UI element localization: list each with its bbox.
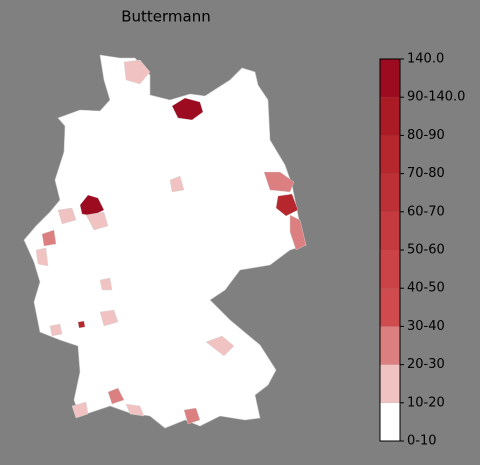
- region: [107, 387, 125, 405]
- colorbar-label: 70-80: [407, 166, 445, 181]
- colorbar-label: 40-50: [407, 281, 445, 296]
- region: [71, 401, 89, 419]
- colorbar-segment: [380, 97, 400, 136]
- colorbar-segment: [380, 288, 400, 327]
- region: [85, 211, 109, 231]
- region: [99, 277, 113, 291]
- colorbar-segment: [380, 59, 400, 98]
- region: [77, 320, 86, 329]
- colorbar-segment: [380, 250, 400, 289]
- country-outline: [23, 54, 307, 429]
- colorbar-label: 50-60: [407, 243, 445, 258]
- colorbar-label: 90-140.0: [407, 90, 465, 105]
- colorbar: 0-10 10-20 20-30 30-40 40-50 50-60 60-70 70-80 8…: [379, 52, 465, 449]
- colorbar-segment: [380, 135, 400, 174]
- region: [183, 407, 201, 425]
- colorbar-label: 30-40: [407, 319, 445, 334]
- region: [171, 97, 204, 121]
- region: [79, 194, 105, 217]
- map-title: Buttermann: [121, 8, 211, 26]
- colorbar-label: 20-30: [407, 357, 445, 372]
- colorbar-segment: [380, 364, 400, 403]
- region: [57, 207, 77, 225]
- region: [125, 403, 145, 417]
- colorbar-label: 10-20: [407, 395, 445, 410]
- region: [263, 171, 295, 193]
- colorbar-segment: [380, 211, 400, 250]
- colorbar-label: 60-70: [407, 204, 445, 219]
- region: [99, 309, 119, 327]
- region: [169, 175, 185, 193]
- region: [205, 335, 235, 357]
- colorbar-label: 140.0: [407, 52, 444, 67]
- region: [289, 214, 307, 251]
- region: [41, 229, 57, 247]
- germany-map: [23, 54, 307, 429]
- colorbar-segment: [380, 402, 400, 441]
- region: [123, 59, 151, 85]
- region: [275, 193, 299, 217]
- region: [35, 247, 49, 267]
- colorbar-segment: [380, 326, 400, 365]
- colorbar-label: 0-10: [407, 434, 437, 449]
- colorbar-label: 80-90: [407, 128, 445, 143]
- colorbar-segment: [380, 173, 400, 212]
- region: [49, 323, 63, 337]
